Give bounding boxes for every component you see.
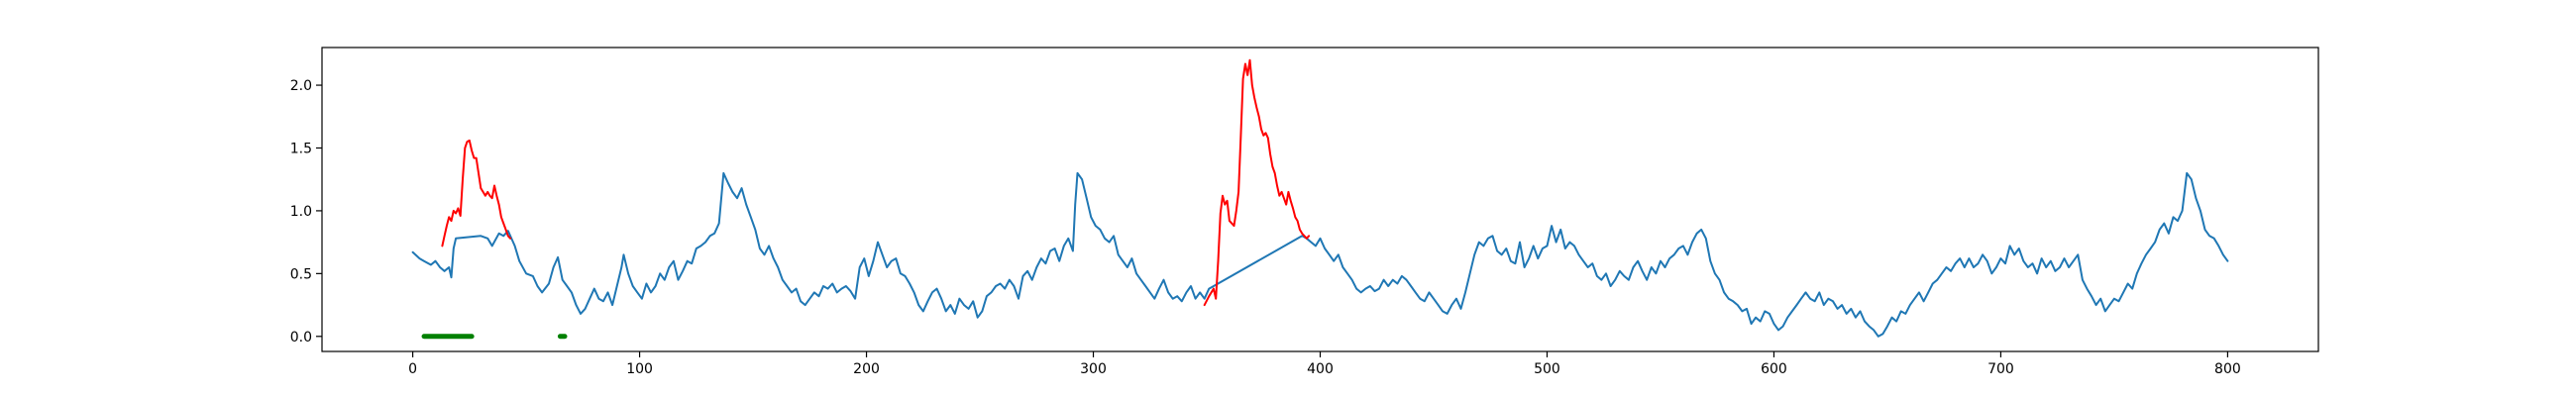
series-highlight-line-1 [441,139,512,248]
x-tick-label-2: 200 [853,361,880,377]
y-tick-label-2: 1.0 [290,204,312,220]
y-tick-label-4: 2.0 [290,78,312,94]
series-highlight-line-2 [1203,58,1311,307]
x-tick-label-6: 600 [1761,361,1787,377]
series-signal-line-0 [411,171,2229,338]
y-axis: 0.0 0.5 1.0 1.5 2.0 [290,78,322,346]
series-layer [411,58,2229,338]
y-tick-label-3: 1.5 [290,141,312,156]
x-tick-label-5: 500 [1534,361,1560,377]
x-tick-label-1: 100 [626,361,653,377]
x-tick-label-8: 800 [2214,361,2241,377]
x-tick-label-7: 700 [1987,361,2014,377]
y-tick-label-1: 0.5 [290,266,312,282]
x-tick-label-0: 0 [408,361,417,377]
x-axis: 0 100 200 300 400 500 600 700 800 [408,351,2241,377]
x-tick-label-4: 400 [1307,361,1334,377]
x-tick-label-3: 300 [1080,361,1107,377]
y-tick-label-0: 0.0 [290,330,312,346]
